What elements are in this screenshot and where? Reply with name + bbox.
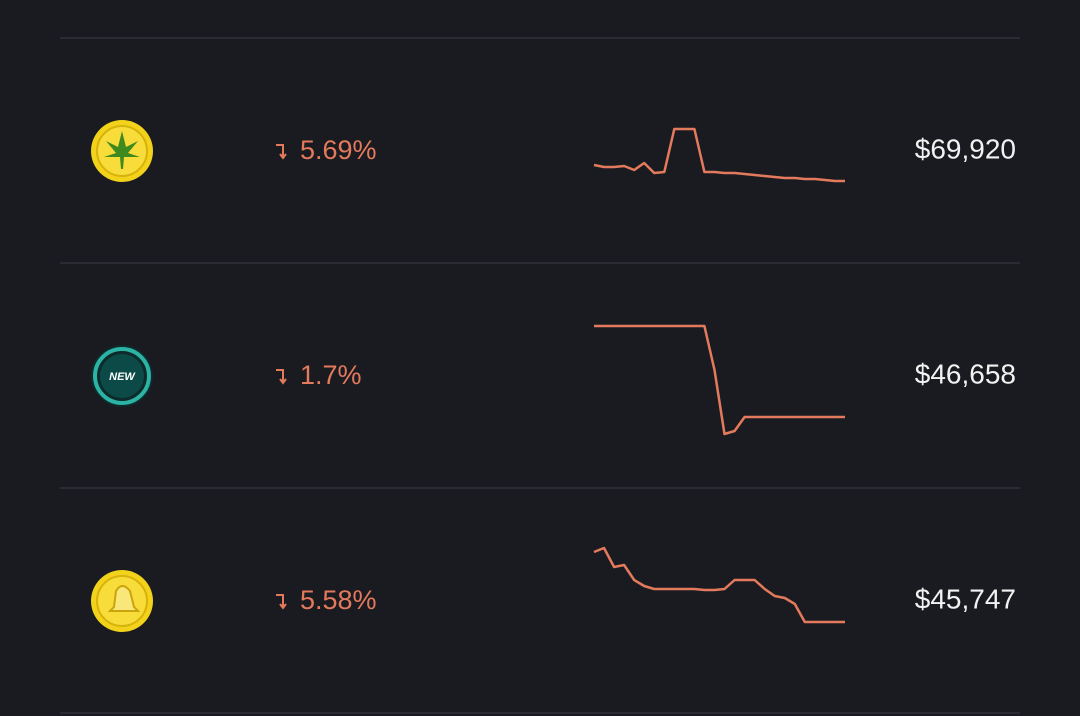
coin-row[interactable]: 5.58% $45,747 — [91, 546, 1016, 632]
icon-inner — [100, 354, 144, 398]
coin-icon: NEW — [91, 345, 153, 407]
down-arrow — [276, 594, 287, 610]
change-percent: 1.7% — [300, 360, 362, 390]
down-arrow — [276, 144, 287, 160]
coin-row[interactable]: NEW 1.7% $46,658 — [91, 324, 1016, 436]
change-percent: 5.69% — [300, 135, 377, 165]
sparkline — [593, 546, 845, 624]
coin-icon — [91, 120, 153, 182]
price: $45,747 — [915, 583, 1016, 614]
coin-icon — [91, 570, 153, 632]
sparkline — [594, 324, 845, 436]
price: $69,920 — [915, 133, 1016, 164]
bell — [107, 585, 141, 612]
sparkline — [593, 127, 845, 183]
change-percent: 5.58% — [300, 585, 377, 615]
price: $46,658 — [915, 358, 1016, 389]
down-arrow — [276, 369, 287, 385]
icon-label: NEW — [109, 371, 136, 383]
icon-ring — [93, 347, 151, 405]
coin-row[interactable]: 5.69% $69,920 — [91, 120, 1016, 183]
leaf — [104, 131, 140, 169]
